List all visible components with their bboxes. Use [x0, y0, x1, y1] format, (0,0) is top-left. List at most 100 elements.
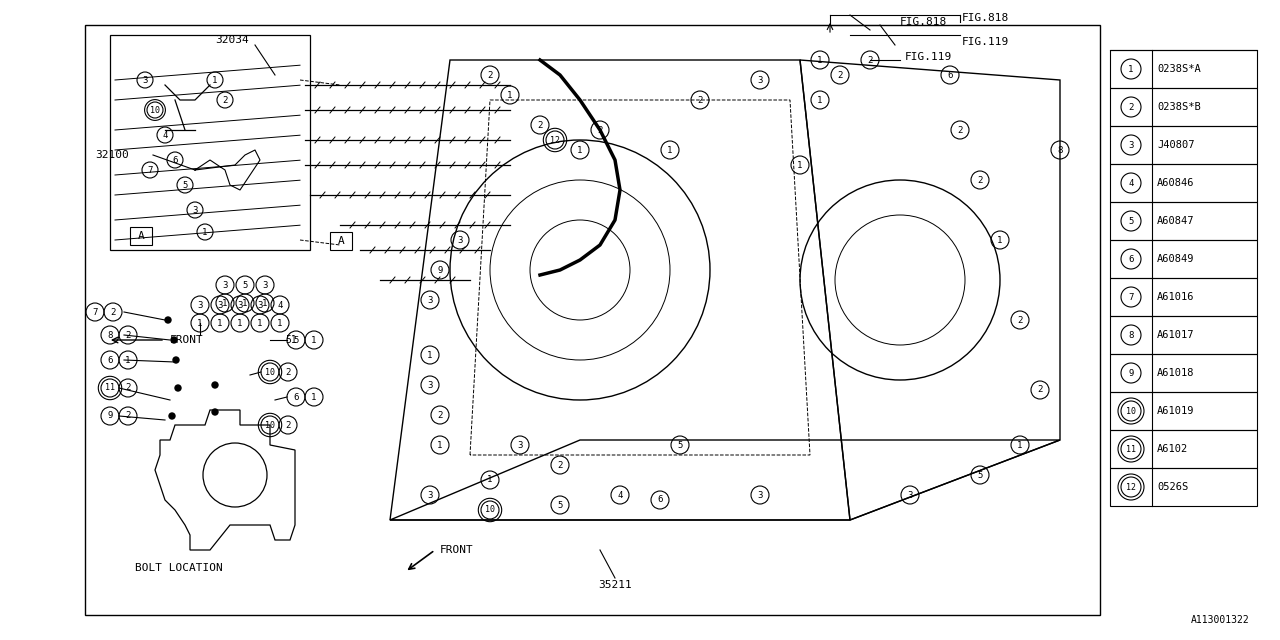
Text: 0238S*A: 0238S*A	[1157, 64, 1201, 74]
Text: A61018: A61018	[1157, 368, 1194, 378]
Text: 1: 1	[278, 319, 283, 328]
Text: 1: 1	[1018, 440, 1023, 449]
Text: 2: 2	[1037, 385, 1043, 394]
Text: 3: 3	[758, 490, 763, 499]
Text: A: A	[338, 236, 344, 246]
Text: 3: 3	[428, 490, 433, 499]
Text: 5: 5	[242, 280, 248, 289]
Text: 3: 3	[428, 381, 433, 390]
Text: 3: 3	[908, 490, 913, 499]
Bar	[1110, 50, 1257, 88]
Text: 3: 3	[1128, 141, 1134, 150]
Text: A60847: A60847	[1157, 216, 1194, 226]
Text: 4: 4	[163, 131, 168, 140]
Text: 9: 9	[108, 412, 113, 420]
Text: 1: 1	[257, 319, 262, 328]
Text: 1: 1	[197, 319, 202, 328]
Circle shape	[165, 317, 172, 323]
Text: 6: 6	[108, 355, 113, 365]
Text: 3: 3	[517, 440, 522, 449]
Bar	[1110, 240, 1257, 278]
Text: 1: 1	[212, 76, 218, 84]
Circle shape	[173, 357, 179, 363]
Text: 2: 2	[598, 125, 603, 134]
Text: 3: 3	[192, 205, 197, 214]
Text: A6102: A6102	[1157, 444, 1188, 454]
Text: 2: 2	[125, 383, 131, 392]
Text: 5: 5	[1128, 216, 1134, 225]
Text: 6: 6	[173, 156, 178, 164]
Text: 2: 2	[285, 420, 291, 429]
Bar	[1110, 316, 1257, 354]
Text: 1: 1	[428, 351, 433, 360]
Text: 32034: 32034	[215, 35, 248, 45]
Text: 2: 2	[1128, 102, 1134, 111]
Text: 1: 1	[488, 476, 493, 484]
Circle shape	[212, 382, 218, 388]
Text: 1: 1	[223, 298, 228, 307]
Bar	[1110, 354, 1257, 392]
Text: 1: 1	[262, 298, 268, 307]
Bar	[1110, 278, 1257, 316]
Text: 35211: 35211	[598, 580, 632, 590]
Text: 1: 1	[125, 355, 131, 365]
Text: 1: 1	[997, 236, 1002, 244]
Text: 10: 10	[485, 506, 495, 515]
Text: 1: 1	[438, 440, 443, 449]
Text: A113001322: A113001322	[1192, 615, 1251, 625]
Text: 11: 11	[1126, 445, 1137, 454]
Text: 1: 1	[818, 56, 823, 65]
Text: 10: 10	[265, 367, 275, 376]
Text: FIG.818: FIG.818	[900, 17, 947, 27]
Text: 9: 9	[438, 266, 443, 275]
Text: 5: 5	[557, 500, 563, 509]
Bar	[110, 35, 310, 250]
Text: BOLT LOCATION: BOLT LOCATION	[134, 563, 223, 573]
Text: 32100: 32100	[95, 150, 129, 160]
Text: 7: 7	[1128, 292, 1134, 301]
Text: 2: 2	[125, 412, 131, 420]
Text: 2: 2	[837, 70, 842, 79]
Text: 3: 3	[457, 236, 462, 244]
Text: 3: 3	[197, 301, 202, 310]
Text: 6: 6	[1128, 255, 1134, 264]
Text: 4: 4	[1128, 179, 1134, 188]
Text: 3: 3	[758, 76, 763, 84]
Text: 1: 1	[218, 319, 223, 328]
Text: 2: 2	[557, 461, 563, 470]
Text: 2: 2	[698, 95, 703, 104]
Bar	[131, 227, 152, 245]
Bar	[1110, 430, 1257, 468]
Text: FRONT: FRONT	[440, 545, 474, 555]
Text: FIG.818: FIG.818	[963, 13, 1009, 23]
Text: 2: 2	[110, 307, 115, 317]
Text: 3: 3	[218, 301, 223, 310]
Text: 3: 3	[237, 301, 243, 310]
Text: 3: 3	[257, 301, 262, 310]
Text: 10: 10	[1126, 406, 1137, 415]
Bar	[1110, 202, 1257, 240]
Circle shape	[169, 413, 175, 419]
Text: 2: 2	[868, 56, 873, 65]
Text: 1: 1	[577, 145, 582, 154]
Text: 1: 1	[202, 227, 207, 237]
Text: 0238S*B: 0238S*B	[1157, 102, 1201, 112]
Text: 5: 5	[182, 180, 188, 189]
Text: 10: 10	[150, 106, 160, 115]
Text: 1: 1	[311, 392, 316, 401]
Text: 2: 2	[978, 175, 983, 184]
Text: A61017: A61017	[1157, 330, 1194, 340]
Text: 2: 2	[438, 410, 443, 419]
Text: 2: 2	[223, 95, 228, 104]
Text: 1: 1	[1128, 65, 1134, 74]
Text: 4: 4	[278, 301, 283, 310]
Text: 8: 8	[1057, 145, 1062, 154]
Text: 1: 1	[818, 95, 823, 104]
Bar	[330, 232, 352, 250]
Text: J40807: J40807	[1157, 140, 1194, 150]
Text: 1: 1	[797, 161, 803, 170]
Text: A60849: A60849	[1157, 254, 1194, 264]
Text: 2: 2	[538, 120, 543, 129]
Text: 0526S: 0526S	[1157, 482, 1188, 492]
Text: 10: 10	[265, 420, 275, 429]
